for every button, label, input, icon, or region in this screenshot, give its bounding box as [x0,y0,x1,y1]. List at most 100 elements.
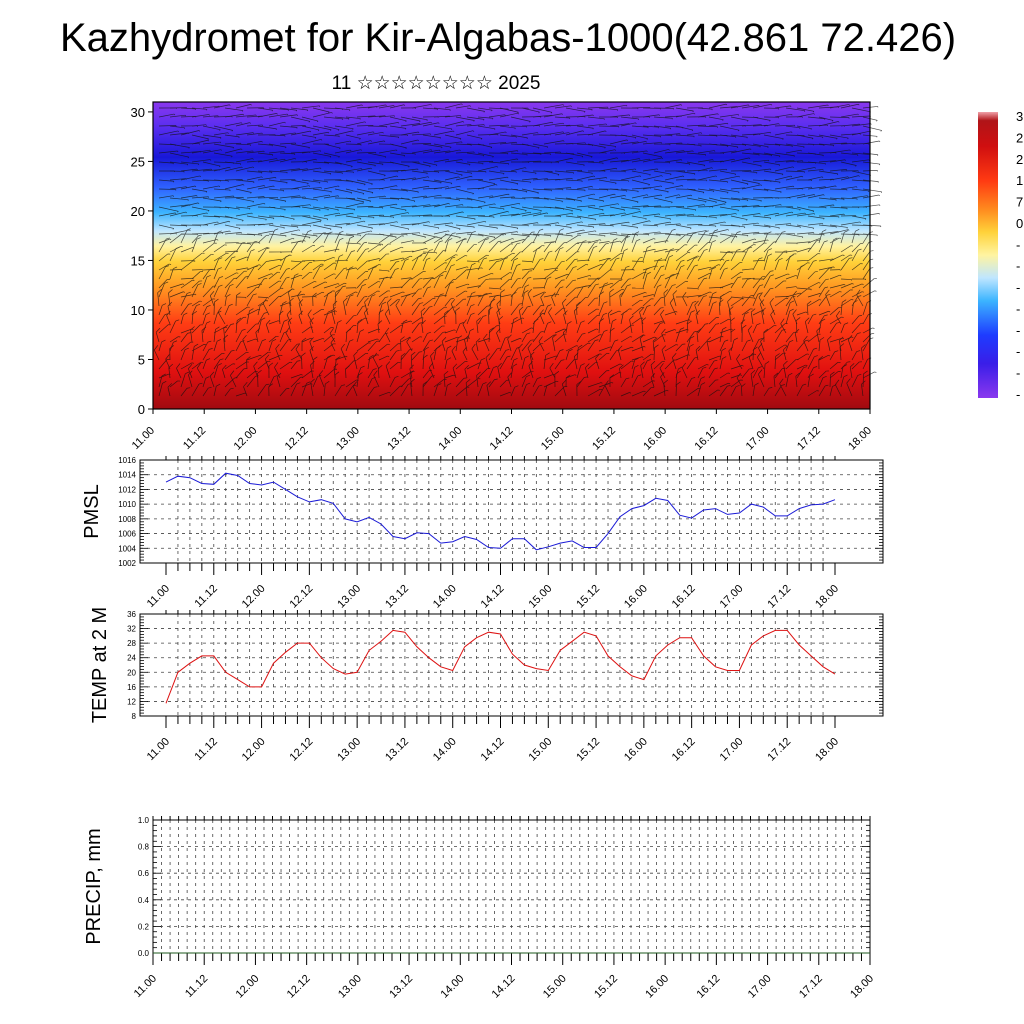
x-tick-label: 18.00 [848,973,876,1001]
grid [153,820,870,953]
y-tick-label: 16 [127,683,136,692]
heatmap-y-tick: 5 [138,352,145,367]
x-tick-label: 11.12 [193,736,220,763]
series-line [165,629,836,704]
x-tick-label: 14.00 [431,736,459,764]
colorbar-label: 7 [1016,195,1023,210]
colorbar-label: 1 [1016,173,1023,188]
heatmap-fill [153,102,870,409]
x-tick-label: 13.12 [387,973,415,1001]
colorbar-label: - [1016,344,1020,359]
heatmap-x-tick: 13.00 [334,425,362,453]
colorbar-label: - [1016,301,1020,316]
y-tick-label: 0.2 [138,922,150,931]
x-tick-label: 12.00 [240,736,268,764]
x-tick-label: 14.12 [479,736,507,764]
x-tick-label: 11.00 [132,973,159,1000]
x-tick-label: 16.12 [670,583,698,611]
x-tick-label: 14.12 [490,973,518,1001]
y-tick-label: 36 [127,610,136,619]
y-axis-label: TEMP at 2 M [89,607,111,723]
heatmap-y-tick: 15 [131,253,145,268]
x-tick-label: 18.00 [813,736,841,764]
x-tick-label: 14.00 [438,973,466,1001]
x-tick-label: 12.12 [288,583,316,611]
y-tick-label: 1012 [118,485,136,494]
pmsl-panel: 1002 1004 1006 1008 1010 1012 1014 1016 11.00 11.… [81,456,884,611]
heatmap-x-tick: 11.12 [181,425,208,452]
x-tick-label: 11.12 [183,973,210,1000]
temp-panel: 8 12 16 20 24 28 32 36 11.00 11.12 12.00 12.12 13.00… [89,607,884,764]
heatmap-x-tick: 12.12 [283,425,311,453]
y-tick-label: 1016 [118,456,136,465]
y-tick-label: 28 [127,639,136,648]
x-tick-label: 12.00 [234,973,262,1001]
heatmap-x-tick: 12.00 [232,425,260,453]
y-tick-label: 24 [127,654,136,663]
x-tick-label: 14.12 [479,583,507,611]
grid [140,460,883,563]
heatmap-y-tick: 0 [138,402,145,417]
colorbar-label: - [1016,366,1020,381]
colorbar-label: - [1016,280,1020,295]
colorbar: 3 2 2 1 7 0 - - - - - - - - [978,109,1023,402]
x-tick-label: 18.00 [813,583,841,611]
x-tick-label: 17.12 [765,583,793,611]
y-tick-label: 1.0 [138,816,150,825]
x-tick-label: 11.00 [145,583,172,610]
x-tick-label: 15.00 [526,583,554,611]
colorbar-fill [978,112,998,398]
x-tick-label: 17.00 [718,583,746,611]
wind-temperature-panel: 0 5 10 15 20 25 30 11.00 11.12 12.00 12.12 13.00 13.… [130,101,883,453]
heatmap-x-tick: 16.12 [693,425,721,453]
colorbar-label: - [1016,237,1020,252]
colorbar-label: 3 [1016,109,1023,124]
x-tick-label: 15.12 [574,583,602,611]
x-tick-label: 15.00 [541,973,569,1001]
y-tick-label: 1014 [118,471,136,480]
series-line [165,472,836,551]
x-tick-label: 16.12 [695,973,723,1001]
heatmap-y-tick: 25 [131,154,145,169]
heatmap-y-tick: 20 [131,204,145,219]
y-tick-label: 20 [127,668,136,677]
y-tick-label: 32 [127,625,136,634]
colorbar-label: 0 [1016,216,1023,231]
x-tick-label: 17.12 [797,973,825,1001]
y-tick-label: 1006 [118,530,136,539]
y-tick-label: 0.6 [138,869,150,878]
y-tick-label: 1010 [118,500,136,509]
colorbar-label: - [1016,259,1020,274]
heatmap-x-tick: 17.00 [744,425,772,453]
heatmap-x-tick: 11.00 [130,425,157,452]
colorbar-label: - [1016,323,1020,338]
grid [140,614,883,716]
chart-subtitle: 11 ☆☆☆☆☆☆☆☆ 2025 [331,73,541,94]
y-tick-label: 0.0 [138,949,150,958]
x-tick-label: 17.12 [765,736,793,764]
y-tick-label: 12 [127,697,136,706]
x-tick-label: 13.12 [383,583,411,611]
y-tick-label: 1008 [118,515,136,524]
y-tick-label: 1002 [118,559,136,568]
heatmap-x-tick: 15.00 [539,425,567,453]
x-tick-label: 16.00 [643,973,671,1001]
x-tick-label: 13.00 [336,973,364,1001]
wind-barbs [153,103,883,397]
x-tick-label: 17.00 [746,973,774,1001]
colorbar-label: 2 [1016,152,1023,167]
heatmap-x-tick: 18.00 [846,425,874,453]
x-tick-label: 16.00 [622,736,650,764]
x-tick-label: 14.00 [431,583,459,611]
x-tick-label: 15.00 [526,736,554,764]
x-tick-label: 13.12 [383,736,411,764]
precip-panel: 0.0 0.2 0.4 0.6 0.8 1.0 11.00 11.12 12.00 12.12 13… [83,816,876,1001]
y-tick-label: 0.4 [138,896,150,905]
heatmap-x-tick: 16.00 [641,425,669,453]
heatmap-x-tick: 14.12 [488,425,516,453]
x-tick-label: 15.12 [574,736,602,764]
x-tick-label: 17.00 [718,736,746,764]
x-tick-label: 13.00 [335,583,363,611]
x-tick-label: 16.00 [622,583,650,611]
